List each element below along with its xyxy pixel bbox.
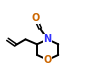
Text: N: N [44, 34, 52, 44]
Text: O: O [44, 55, 52, 65]
Text: O: O [31, 13, 39, 23]
